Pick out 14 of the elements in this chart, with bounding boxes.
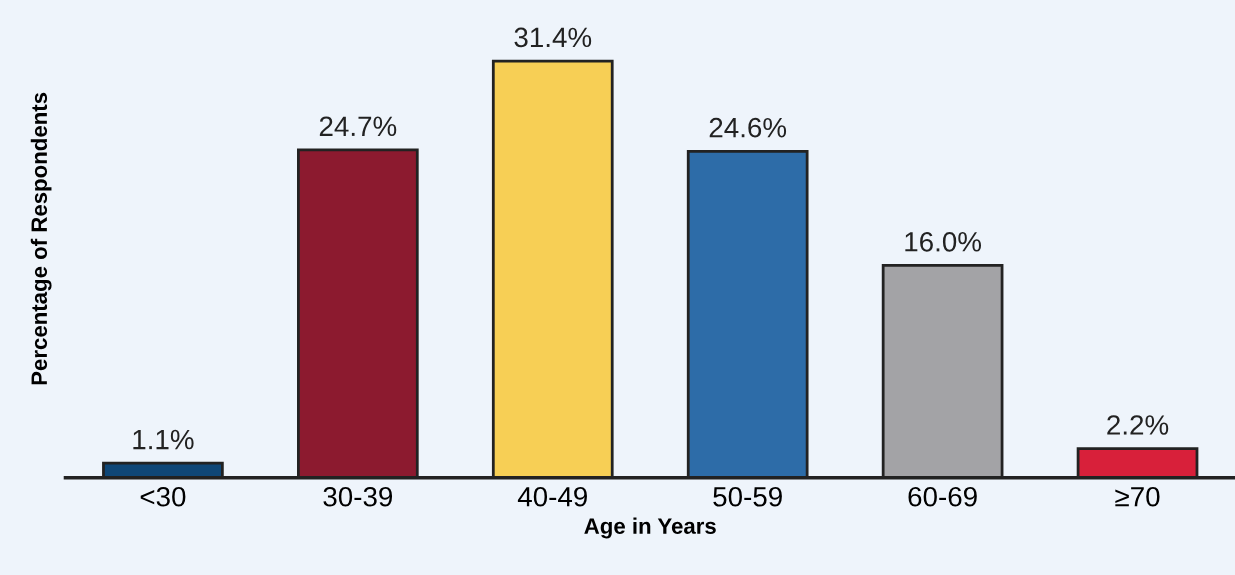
x-axis-title: Age in Years <box>584 517 716 539</box>
x-tick-label: 60-69 <box>908 486 977 507</box>
x-tick-label: 30-39 <box>323 486 393 507</box>
data-label: 16.0% <box>905 231 982 252</box>
data-label: 31.4% <box>514 27 592 48</box>
x-tick-label: ≥70 <box>1115 486 1160 507</box>
data-label: 24.7% <box>319 116 397 137</box>
x-tick-label: 50-59 <box>713 486 782 507</box>
data-label: 2.2% <box>1107 415 1169 435</box>
y-axis-title: Percentage of Respondents <box>30 92 52 385</box>
x-tick-label: 40-49 <box>517 486 587 507</box>
data-label: 24.6% <box>709 117 787 138</box>
data-label: 1.1% <box>133 429 194 450</box>
x-tick-label: <30 <box>140 486 186 507</box>
